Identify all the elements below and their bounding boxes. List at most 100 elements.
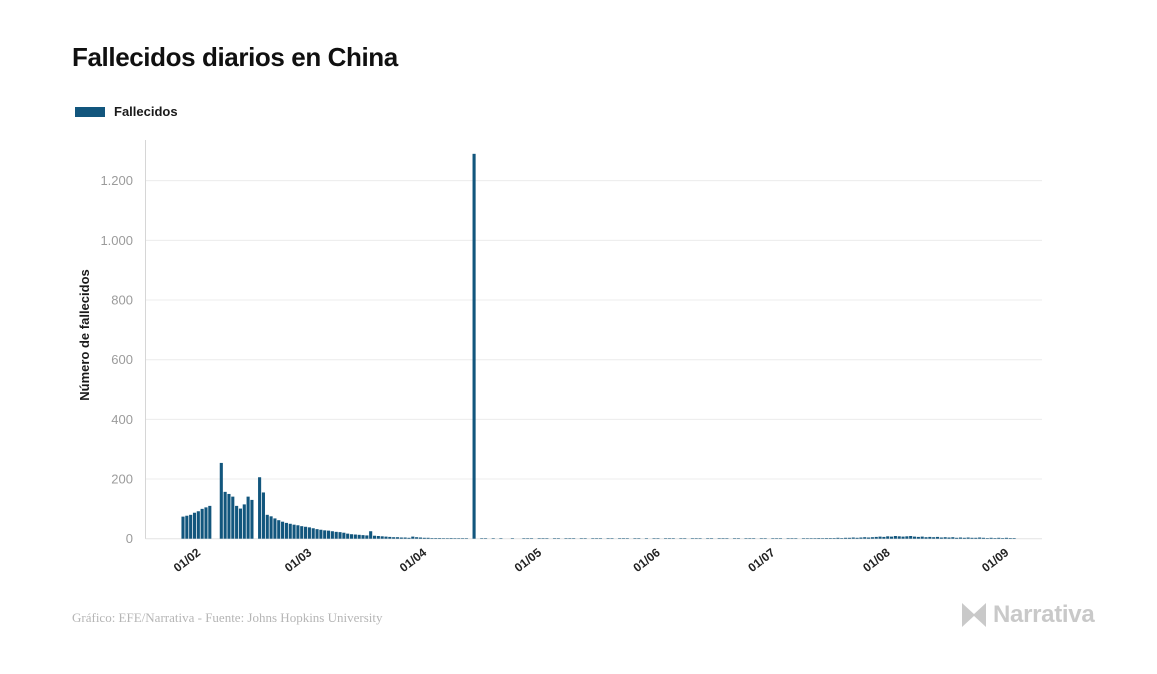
bar	[790, 538, 794, 539]
bar	[736, 538, 740, 539]
source-credit: Gráfico: EFE/Narrativa - Fuente: Johns H…	[72, 610, 383, 625]
bar	[552, 538, 557, 539]
bar	[265, 514, 269, 539]
bar	[472, 153, 476, 539]
bar	[943, 537, 947, 539]
bar	[939, 537, 943, 539]
bar	[319, 529, 323, 539]
bar	[1012, 538, 1016, 539]
bar	[867, 537, 871, 539]
bar	[384, 536, 388, 539]
bar	[277, 520, 281, 539]
bar	[759, 538, 763, 539]
bar	[970, 537, 974, 539]
bar	[407, 537, 411, 539]
legend-item-fallecidos[interactable]: Fallecidos	[75, 104, 178, 119]
bar	[223, 491, 227, 539]
bar	[372, 535, 377, 539]
bar	[422, 537, 426, 539]
bar	[882, 536, 886, 539]
bar	[491, 538, 495, 539]
bar	[231, 496, 235, 539]
bar	[656, 538, 660, 539]
y-tick-label: 1.200	[100, 173, 133, 188]
bar	[667, 538, 671, 539]
bar	[235, 505, 239, 539]
bar	[809, 538, 813, 539]
bar	[541, 538, 545, 539]
bar	[296, 525, 300, 539]
bar	[395, 537, 400, 539]
bar	[304, 526, 308, 539]
bar	[633, 538, 637, 539]
y-tick-label: 800	[111, 293, 133, 308]
bar	[824, 538, 828, 539]
bar	[901, 536, 905, 539]
bar	[890, 536, 894, 539]
bar	[529, 538, 534, 539]
bar	[694, 538, 698, 539]
bar	[219, 462, 223, 539]
narrativa-n-icon	[962, 603, 986, 627]
bar	[847, 537, 851, 539]
bar	[334, 531, 338, 539]
brand-logo: Narrativa	[960, 601, 1095, 629]
bar	[572, 538, 576, 539]
bar	[403, 537, 407, 539]
bar	[924, 537, 928, 539]
bar	[752, 538, 756, 539]
bar	[916, 536, 920, 539]
bar	[912, 536, 917, 539]
bar	[958, 537, 963, 539]
bar	[978, 537, 982, 539]
bar	[951, 537, 955, 539]
bar	[273, 518, 277, 539]
bar	[250, 499, 254, 539]
bar	[805, 538, 809, 539]
bar	[545, 538, 549, 539]
bar	[315, 529, 319, 539]
y-tick-label: 200	[111, 472, 133, 487]
bar	[981, 537, 986, 539]
bar	[683, 538, 687, 539]
bar	[342, 532, 346, 539]
bar	[721, 538, 725, 539]
y-tick-label: 0	[126, 531, 133, 546]
x-tick-label: 01/05	[512, 545, 545, 575]
bar	[989, 537, 993, 539]
bar	[242, 504, 246, 539]
bar	[556, 538, 560, 539]
bar	[813, 538, 817, 539]
bar	[664, 538, 668, 539]
bar	[380, 536, 384, 539]
bar	[771, 538, 775, 539]
bar	[526, 538, 530, 539]
bar	[568, 538, 572, 539]
y-tick-label: 1.000	[100, 233, 133, 248]
x-tick-label: 01/04	[397, 545, 430, 575]
bar	[794, 538, 798, 539]
x-tick-label: 01/07	[745, 545, 778, 575]
bar	[449, 538, 453, 539]
bar	[537, 538, 541, 539]
bar	[985, 538, 989, 539]
bar	[200, 508, 204, 539]
legend-label: Fallecidos	[114, 104, 178, 119]
bar	[621, 538, 625, 539]
bar	[748, 538, 752, 539]
bar	[346, 533, 350, 539]
legend-swatch	[75, 106, 105, 117]
bar	[438, 538, 442, 539]
bar	[457, 538, 461, 539]
bar	[966, 537, 970, 539]
bar	[836, 537, 840, 539]
bar	[840, 538, 844, 539]
bar	[997, 537, 1001, 539]
bar	[238, 508, 242, 539]
bar	[361, 535, 365, 539]
bar	[591, 538, 595, 539]
bar	[1008, 538, 1012, 539]
bar	[955, 537, 959, 539]
bar	[564, 538, 568, 539]
